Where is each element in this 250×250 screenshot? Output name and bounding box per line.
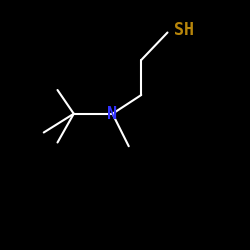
Text: SH: SH bbox=[174, 21, 194, 39]
Text: N: N bbox=[108, 105, 118, 123]
